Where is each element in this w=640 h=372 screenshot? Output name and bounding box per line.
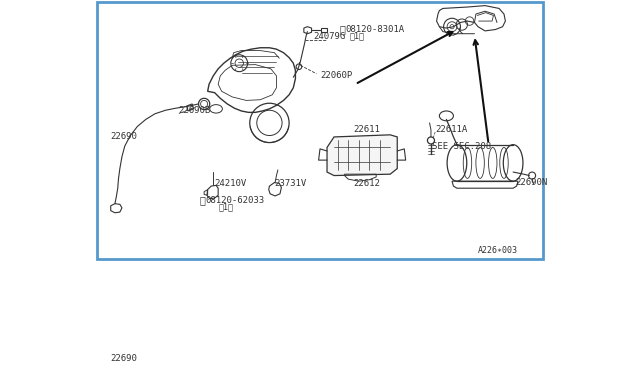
Text: ＜1＞: ＜1＞ — [218, 203, 233, 212]
Text: 24210V: 24210V — [214, 180, 247, 189]
Text: 22612: 22612 — [354, 180, 381, 189]
Text: Ⓑ: Ⓑ — [340, 25, 346, 35]
Text: 22060P: 22060P — [320, 71, 352, 80]
Text: A226∗003: A226∗003 — [478, 246, 518, 254]
Text: 22611A: 22611A — [435, 125, 467, 134]
Text: 08120-8301A: 08120-8301A — [346, 25, 404, 34]
Polygon shape — [187, 104, 193, 111]
Text: 22690: 22690 — [111, 132, 138, 141]
Text: 22690: 22690 — [111, 354, 138, 363]
Text: 22690B: 22690B — [178, 106, 211, 115]
Text: 24079G: 24079G — [313, 32, 345, 41]
Text: 23731V: 23731V — [275, 180, 307, 189]
Text: Ⓑ: Ⓑ — [199, 195, 205, 205]
Polygon shape — [327, 135, 397, 176]
Text: 22690N: 22690N — [515, 178, 547, 187]
Text: 22611: 22611 — [354, 125, 381, 134]
Text: SEE SEC.208: SEE SEC.208 — [433, 142, 492, 151]
Text: ＜1＞: ＜1＞ — [349, 31, 365, 40]
Text: 08120-62033: 08120-62033 — [205, 196, 265, 205]
